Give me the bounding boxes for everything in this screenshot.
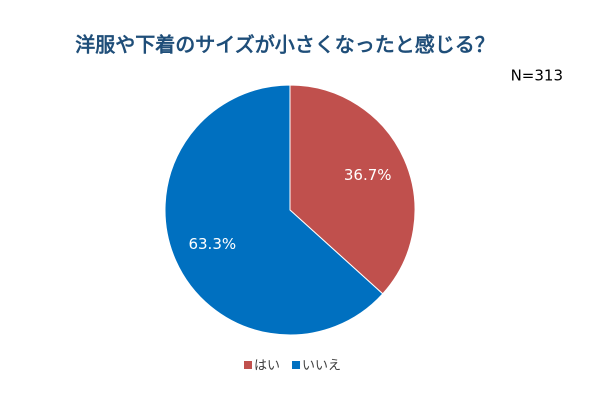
chart-title: 洋服や下着のサイズが小さくなったと感じる？	[75, 33, 494, 57]
data-label: 63.3%	[188, 235, 236, 253]
legend-label: はい	[254, 359, 280, 374]
legend-label: いいえ	[302, 359, 341, 374]
legend-swatch	[244, 361, 252, 369]
legend-swatch	[292, 361, 301, 369]
data-label: 36.7%	[344, 166, 392, 184]
pie-slice	[164, 84, 384, 336]
chart-subtitle: N=313	[511, 67, 563, 85]
pie-slice	[289, 84, 416, 295]
